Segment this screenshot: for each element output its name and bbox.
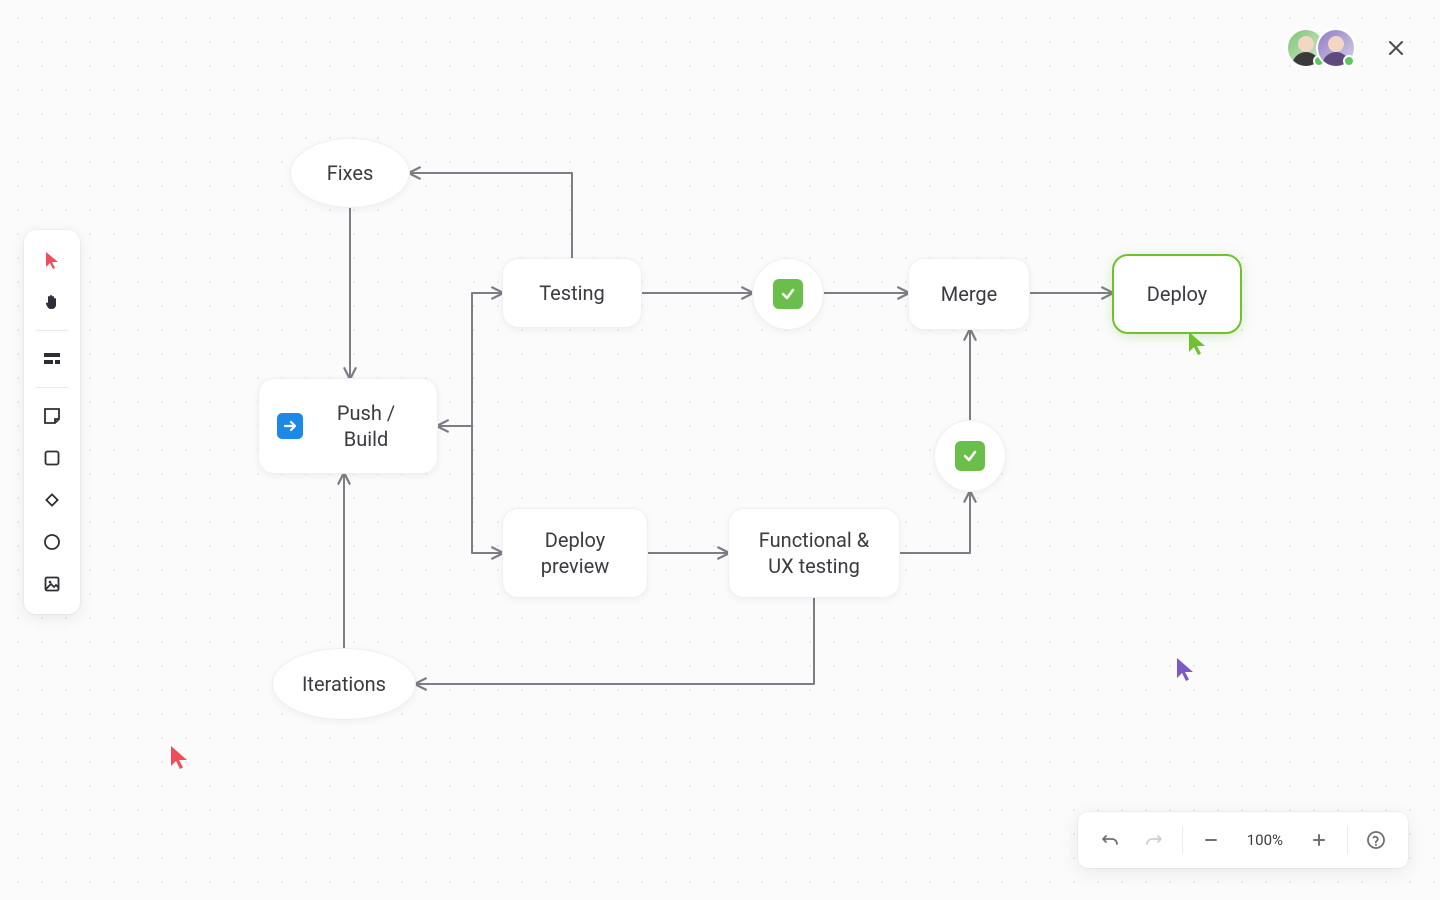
node-label: Fixes [327, 160, 374, 186]
collaborator-cursor-icon [168, 744, 188, 768]
node-label: Deploy preview [541, 527, 610, 579]
node-label: Functional & UX testing [759, 527, 869, 579]
edge [416, 598, 814, 684]
node-label: Iterations [302, 671, 386, 697]
bottom-toolbar: 100% [1078, 812, 1408, 868]
zoom-out-button[interactable] [1189, 820, 1233, 860]
node-label: Merge [941, 281, 998, 307]
undo-button[interactable] [1088, 820, 1132, 860]
collaborator-cursor-icon [1186, 330, 1206, 354]
node-fixes[interactable]: Fixes [290, 138, 410, 208]
redo-button[interactable] [1132, 820, 1176, 860]
edge [900, 492, 970, 553]
collaborator-cursor-icon [1174, 656, 1194, 680]
node-merge[interactable]: Merge [908, 258, 1030, 330]
node-label: Push / Build [313, 400, 419, 452]
node-push-build[interactable]: Push / Build [258, 378, 438, 474]
zoom-level-label: 100% [1233, 831, 1297, 849]
node-label: Deploy [1147, 281, 1208, 307]
node-check[interactable] [752, 258, 824, 330]
edge [438, 293, 502, 426]
node-functional-ux[interactable]: Functional & UX testing [728, 508, 900, 598]
node-label: Testing [539, 280, 605, 306]
node-deploy[interactable]: Deploy [1112, 254, 1242, 334]
canvas[interactable]: Fixes Push / Build Testing Merge Deploy … [0, 0, 1440, 900]
toolbar-divider [1182, 826, 1183, 854]
check-icon [955, 441, 985, 471]
node-check[interactable] [934, 420, 1006, 492]
node-testing[interactable]: Testing [502, 258, 642, 328]
zoom-in-button[interactable] [1297, 820, 1341, 860]
node-deploy-preview[interactable]: Deploy preview [502, 508, 648, 598]
arrow-right-icon [277, 413, 303, 439]
edge [410, 173, 572, 258]
node-iterations[interactable]: Iterations [272, 648, 416, 720]
check-icon [773, 279, 803, 309]
edge [472, 426, 502, 553]
flow-edges [0, 0, 1440, 900]
toolbar-divider [1347, 826, 1348, 854]
help-button[interactable] [1354, 820, 1398, 860]
